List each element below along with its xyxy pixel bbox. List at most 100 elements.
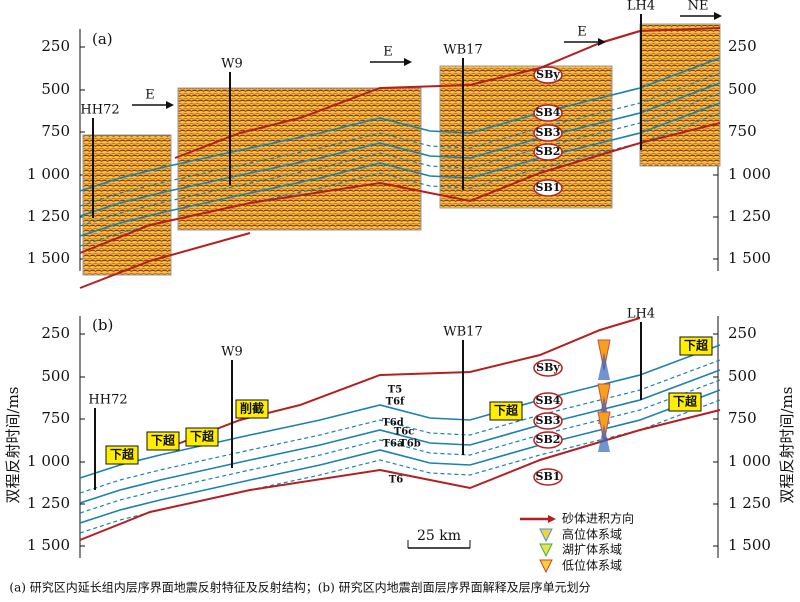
boundary-label: SB3 xyxy=(536,414,561,427)
arrow-head xyxy=(166,101,174,109)
seismic-section xyxy=(177,87,422,231)
well-label: HH72 xyxy=(88,393,127,408)
seismic-section xyxy=(639,23,721,167)
well-label: W9 xyxy=(221,345,243,360)
horizon-label: T6f xyxy=(386,397,405,408)
tick-label: 500 xyxy=(41,367,70,385)
tick-label: 500 xyxy=(41,80,70,98)
tick-label: 750 xyxy=(728,122,757,140)
panel-label: (b) xyxy=(92,316,113,334)
tick-label: 500 xyxy=(728,367,757,385)
annotation-box xyxy=(679,336,713,356)
annotation-box xyxy=(185,427,219,447)
boundary-badge xyxy=(533,66,563,84)
horizon-line xyxy=(79,102,721,237)
axis-title: 双程反射时间/ms xyxy=(778,387,796,504)
legend-text: 低位体系域 xyxy=(562,558,622,573)
legend-marker xyxy=(539,543,553,558)
tick-label: 250 xyxy=(41,37,70,55)
boundary-label: SB2 xyxy=(536,145,561,158)
boundary-label: SB1 xyxy=(536,181,561,194)
boundary-badge xyxy=(533,359,563,377)
tick-label: 1 250 xyxy=(728,494,771,512)
well-label: LH4 xyxy=(627,307,655,322)
boundary-label: SB3 xyxy=(536,126,561,139)
legend-marker xyxy=(539,528,553,543)
boundary-label: SBy xyxy=(536,361,560,374)
horizon-line xyxy=(79,112,721,247)
tick-label: 250 xyxy=(728,37,757,55)
tick-label: 1 500 xyxy=(728,536,771,554)
annotation-box xyxy=(489,401,523,421)
tick-label: 1 250 xyxy=(728,207,771,225)
horizon-line xyxy=(79,82,721,217)
tick-label: 500 xyxy=(728,80,757,98)
annotation: 下超 xyxy=(673,394,698,409)
tick-label: 750 xyxy=(41,122,70,140)
boundary-badge xyxy=(533,412,563,430)
boundary-badge xyxy=(533,431,563,449)
well-label: WB17 xyxy=(443,325,482,340)
annotation: 下超 xyxy=(494,403,519,418)
tick-label: 1 250 xyxy=(27,207,70,225)
tick-label: 250 xyxy=(728,324,757,342)
annotation-box xyxy=(146,431,180,451)
panel-label: (a) xyxy=(92,30,113,48)
horizon-label: T6 xyxy=(389,475,403,486)
tick-label: 1 000 xyxy=(27,452,70,470)
horizon-label: T6c xyxy=(394,427,415,438)
boundary-badge xyxy=(533,392,563,410)
horizon-line xyxy=(79,72,721,207)
tick-label: 1 000 xyxy=(27,165,70,183)
legend-text: 砂体进积方向 xyxy=(562,511,634,526)
tick-label: 250 xyxy=(41,324,70,342)
arrow-head xyxy=(598,38,606,46)
direction-label: NE xyxy=(688,0,709,14)
annotation: 削截 xyxy=(240,401,264,416)
horizon-label: T6b xyxy=(399,439,420,450)
boundary-badge xyxy=(533,468,563,486)
arrow-head xyxy=(404,58,412,66)
tick-label: 1 500 xyxy=(27,249,70,267)
legend-text: 高位体系域 xyxy=(562,527,622,542)
horizon-line xyxy=(79,122,721,254)
tick-label: 1 500 xyxy=(27,536,70,554)
legend-text: 湖扩体系域 xyxy=(562,542,622,557)
tick-label: 750 xyxy=(728,409,757,427)
legend-marker xyxy=(539,559,553,574)
tract-down xyxy=(598,352,610,380)
arrow-head xyxy=(714,12,722,20)
horizon-line xyxy=(174,30,641,159)
annotation-box xyxy=(668,392,702,412)
tick-label: 1 500 xyxy=(728,249,771,267)
tract-down xyxy=(598,424,610,452)
legend-arrow-head xyxy=(548,515,556,523)
boundary-badge xyxy=(533,104,563,122)
axis-title: 双程反射时间/ms xyxy=(4,387,22,504)
direction-label: E xyxy=(145,88,155,103)
boundary-label: SBy xyxy=(536,68,560,81)
horizon-line xyxy=(79,57,721,192)
boundary-badge xyxy=(533,179,563,197)
horizon-line xyxy=(79,409,721,541)
annotation-box xyxy=(105,445,139,465)
well-label: LH4 xyxy=(627,0,655,14)
boundary-label: SB4 xyxy=(536,394,561,407)
well-label: W9 xyxy=(221,57,243,72)
tick-label: 750 xyxy=(41,409,70,427)
boundary-label: SB4 xyxy=(536,106,561,119)
annotation-box xyxy=(235,399,269,419)
scale-label: 25 km xyxy=(417,528,461,544)
horizon-line xyxy=(79,369,721,504)
horizon-line xyxy=(79,232,251,289)
horizon-line xyxy=(79,344,721,479)
boundary-badge xyxy=(533,143,563,161)
annotation: 下超 xyxy=(684,338,709,353)
horizon-label: T6a xyxy=(383,439,404,450)
tick-label: 1 250 xyxy=(27,494,70,512)
well-label: WB17 xyxy=(443,43,482,58)
direction-label: E xyxy=(383,45,393,60)
boundary-label: SB1 xyxy=(536,470,561,483)
boundary-badge xyxy=(533,124,563,142)
